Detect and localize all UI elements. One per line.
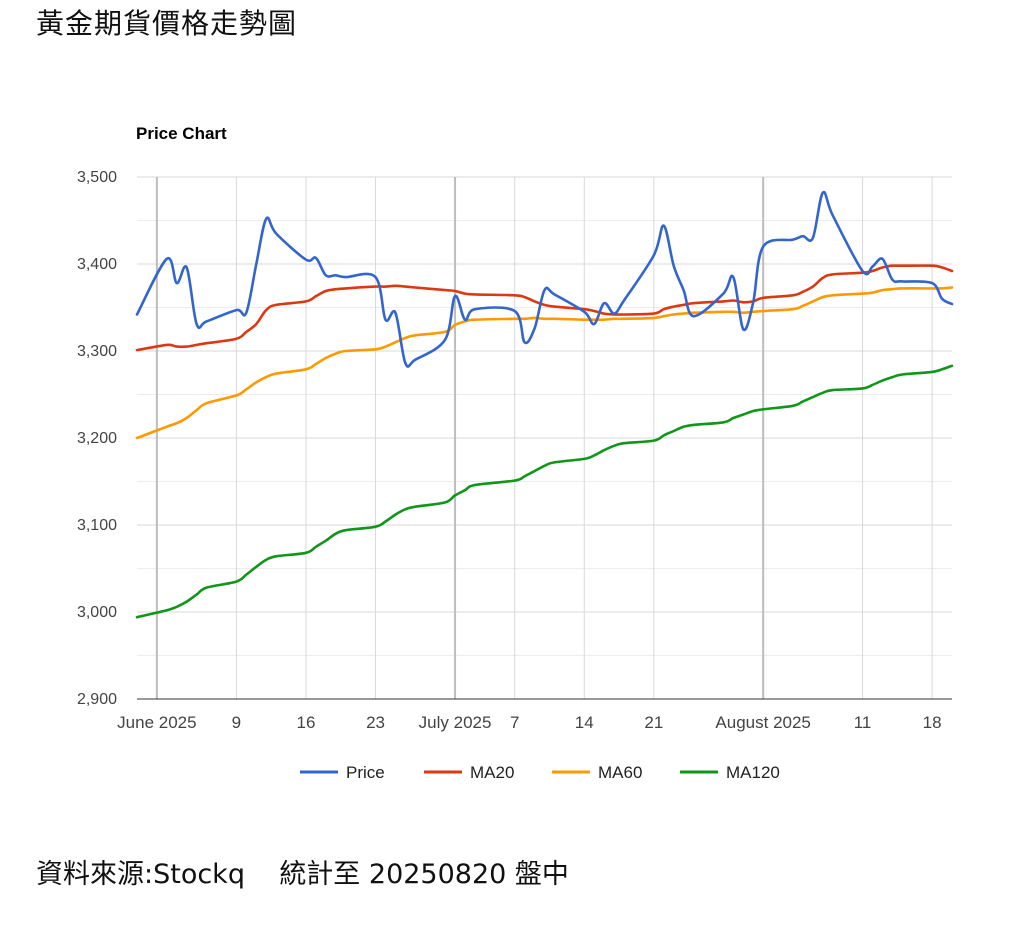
y-tick-label: 3,100 — [77, 517, 117, 534]
x-tick-label: 21 — [644, 713, 663, 732]
x-tick-label: 18 — [923, 713, 942, 732]
x-tick-label: 11 — [854, 713, 872, 732]
x-tick-label: 9 — [232, 713, 241, 732]
legend-label-ma120: MA120 — [726, 763, 780, 782]
legend-label-ma60: MA60 — [598, 763, 642, 782]
x-tick-label: 7 — [510, 713, 519, 732]
axis-layer: 2,900 3,000 3,100 3,200 3,300 3,400 3,500 June … — [77, 169, 952, 732]
x-tick-label: July 2025 — [419, 713, 492, 732]
y-tick-label: 3,300 — [77, 343, 117, 360]
legend-label-ma20: MA20 — [470, 763, 514, 782]
x-tick-label: 23 — [366, 713, 385, 732]
chart-svg: 2,900 3,000 3,100 3,200 3,300 3,400 3,500 June … — [77, 169, 954, 782]
x-tick-label: 14 — [575, 713, 594, 732]
y-tick-label: 3,400 — [77, 256, 117, 273]
y-tick-label: 3,200 — [77, 430, 117, 447]
chart-title: Price Chart — [136, 124, 227, 143]
series-line-ma20 — [135, 264, 954, 352]
price-chart: Price Chart 2,900 3,000 3,100 3,200 3,300 3,4… — [0, 100, 1024, 820]
y-tick-label: 3,000 — [77, 604, 117, 621]
footer: 資料來源:Stockq 統計至 20250820 盤中 — [36, 852, 569, 891]
x-tick-label: August 2025 — [715, 713, 810, 732]
footer-source: 資料來源:Stockq — [36, 859, 245, 890]
footer-spacer — [245, 859, 279, 890]
y-tick-label: 2,900 — [77, 691, 117, 708]
legend-layer: Price MA20 MA60 MA120 — [300, 763, 780, 782]
series-line-price — [135, 190, 954, 368]
legend-label-price: Price — [346, 763, 385, 782]
x-tick-label: June 2025 — [117, 713, 196, 732]
x-tick-label: 16 — [297, 713, 316, 732]
footer-stat: 統計至 20250820 盤中 — [279, 859, 569, 890]
page-title: 黃金期貨價格走勢圖 — [36, 7, 298, 40]
series-line-ma120 — [135, 364, 954, 619]
y-tick-label: 3,500 — [77, 169, 117, 186]
series-line-ma60 — [135, 286, 954, 440]
series-layer — [135, 190, 954, 619]
